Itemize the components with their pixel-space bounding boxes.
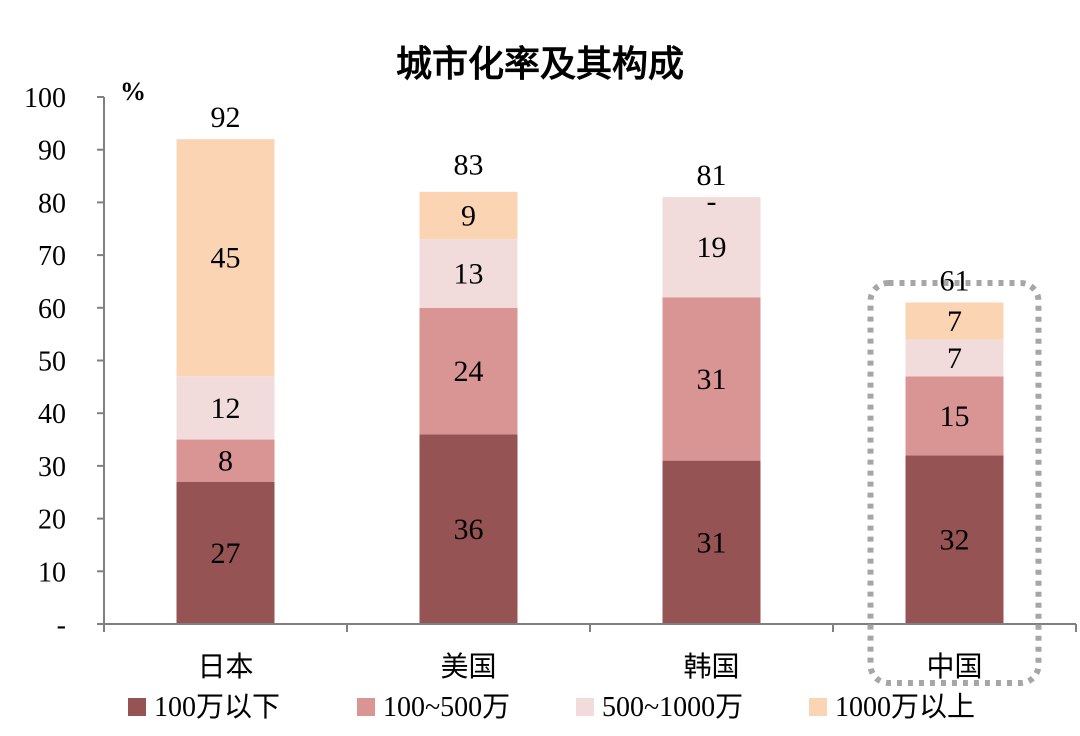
bar-segment-中国-500~1000万 [905,339,1004,377]
segment-label-美国-500~1000万: 13 [454,258,484,291]
y-axis-ticks: - 10 20 30 40 50 60 70 80 90 100 [24,83,104,641]
y-tick-label-80: 80 [38,188,66,219]
legend-label-100~500万: 100~500万 [383,692,510,723]
y-tick-label-10: 10 [38,557,66,588]
segment-label-日本-100~500万: 8 [218,445,233,478]
legend: 100万以下 100~500万 500~1000万 1000万以上 [128,692,975,723]
chart-title: 城市化率及其构成 [396,44,684,85]
segment-labels: 27 8 12 45 36 24 13 9 31 31 19 - 32 15 7 7 [211,185,970,570]
bar-segment-美国-100~500万 [419,307,518,435]
y-tick-label-20: 20 [38,505,66,536]
legend-swatch-1000万以上 [809,698,827,716]
y-tick-label-0: - [57,610,66,641]
segment-label-日本-1000万以上: 45 [211,242,241,275]
segment-label-韩国-100万以下: 31 [697,526,727,559]
x-tick-label-美国: 美国 [440,650,496,683]
total-label-日本: 92 [211,101,241,134]
segment-label-韩国-1000万以上: - [707,185,717,218]
y-tick-label-40: 40 [38,399,66,430]
y-axis-unit: % [120,77,146,106]
segment-label-美国-100万以下: 36 [454,513,484,546]
bar-segment-韩国-500~1000万 [662,197,761,298]
y-tick-label-70: 70 [38,241,66,272]
bar-segment-日本-100万以下 [176,481,275,624]
y-tick-label-100: 100 [24,83,66,114]
segment-label-美国-1000万以上: 9 [461,200,476,233]
y-tick-label-90: 90 [38,136,66,167]
total-label-美国: 83 [454,149,484,182]
segment-label-韩国-500~1000万: 19 [697,231,727,264]
bar-segment-中国-1000万以上 [905,302,1004,340]
segment-label-美国-100~500万: 24 [454,355,484,388]
bar-segment-日本-500~1000万 [176,376,275,440]
bar-series [176,139,1004,624]
bar-segment-中国-100~500万 [905,376,1004,456]
highlight-box [867,280,1042,686]
y-tick-label-50: 50 [38,347,66,378]
segment-label-中国-1000万以上: 7 [947,305,962,338]
bar-segment-韩国-100~500万 [662,297,761,461]
legend-label-500~1000万: 500~1000万 [602,692,743,723]
segment-label-中国-100~500万: 15 [940,400,970,433]
legend-label-1000万以上: 1000万以上 [835,692,975,723]
segment-label-日本-100万以下: 27 [211,537,241,570]
segment-label-韩国-100~500万: 31 [697,363,727,396]
bar-segment-美国-500~1000万 [419,239,518,308]
segment-label-日本-500~1000万: 12 [211,392,241,425]
bar-segment-韩国-100万以下 [662,460,761,624]
x-tick-label-日本: 日本 [197,650,253,683]
highlight-box-中国 [867,280,1042,686]
x-tick-label-中国: 中国 [926,650,982,683]
legend-swatch-100万以下 [128,698,146,716]
bar-segment-美国-100万以下 [419,434,518,624]
bar-segment-日本-1000万以上 [176,139,275,377]
legend-label-100万以下: 100万以下 [154,692,280,723]
legend-swatch-500~1000万 [576,698,594,716]
total-label-韩国: 81 [697,159,727,192]
axes [103,97,1077,632]
bar-segment-中国-100万以下 [905,455,1004,624]
legend-swatch-100~500万 [357,698,375,716]
segment-label-中国-100万以下: 32 [940,524,970,557]
y-tick-label-60: 60 [38,294,66,325]
bar-segment-日本-100~500万 [176,439,275,482]
segment-label-中国-500~1000万: 7 [947,342,962,375]
bar-segment-美国-1000万以上 [419,191,518,240]
x-tick-label-韩国: 韩国 [683,650,739,683]
y-tick-label-30: 30 [38,452,66,483]
x-axis-categories: 日本 美国 韩国 中国 [197,650,982,683]
